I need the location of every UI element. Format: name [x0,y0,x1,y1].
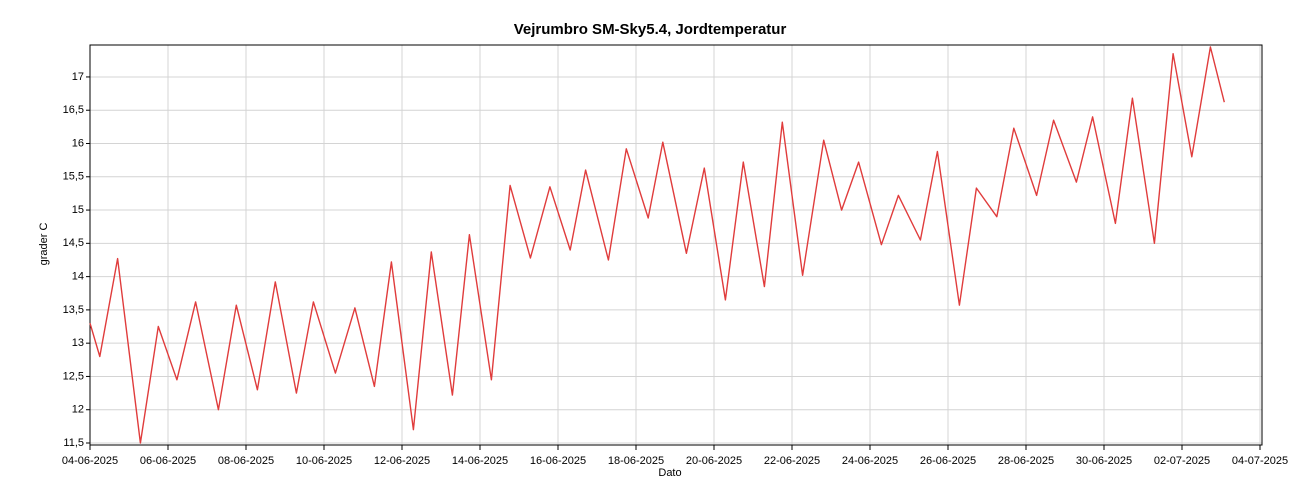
x-tick-label: 26-06-2025 [920,455,976,467]
x-tick-label: 16-06-2025 [530,455,586,467]
chart-title: Vejrumbro SM-Sky5.4, Jordtemperatur [514,21,787,38]
y-tick-label: 13,5 [63,304,84,316]
x-tick-label: 04-07-2025 [1232,455,1288,467]
x-tick-label: 22-06-2025 [764,455,820,467]
x-tick-label: 08-06-2025 [218,455,274,467]
y-tick-label: 14 [72,271,84,283]
y-tick-label: 15 [72,204,84,216]
y-tick-label: 16 [72,137,84,149]
x-tick-label: 28-06-2025 [998,455,1054,467]
y-tick-label: 16,5 [63,104,84,116]
y-tick-label: 11,5 [63,437,84,449]
x-tick-label: 10-06-2025 [296,455,352,467]
x-tick-label: 20-06-2025 [686,455,742,467]
y-tick-label: 13 [72,337,84,349]
x-tick-label: 06-06-2025 [140,455,196,467]
x-tick-label: 30-06-2025 [1076,455,1132,467]
x-tick-label: 04-06-2025 [62,455,118,467]
x-tick-label: 24-06-2025 [842,455,898,467]
x-tick-label: 02-07-2025 [1154,455,1210,467]
plot-frame [89,44,1263,446]
y-tick-label: 14,5 [63,237,84,249]
y-axis-label: grader C [38,223,50,266]
data-line [89,46,1225,444]
y-tick-label: 12,5 [63,370,84,382]
x-tick-label: 18-06-2025 [608,455,664,467]
y-tick-label: 17 [72,71,84,83]
x-tick-label: 14-06-2025 [452,455,508,467]
y-tick-label: 12 [72,404,84,416]
x-tick-label: 12-06-2025 [374,455,430,467]
y-tick-label: 15,5 [63,171,84,183]
x-axis-label: Dato [658,467,681,479]
